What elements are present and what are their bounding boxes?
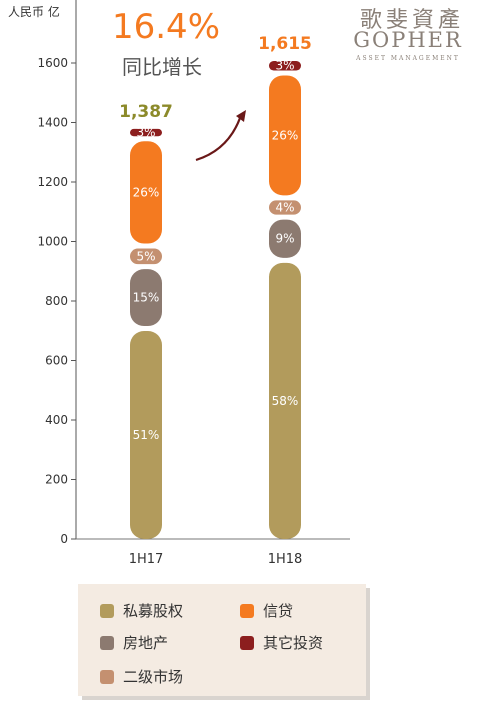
bar-segment xyxy=(130,128,162,137)
logo-subtitle: ASSET MANAGEMENT xyxy=(356,55,460,62)
legend-label: 信贷 xyxy=(263,602,294,620)
segment-percent-label: 26% xyxy=(272,128,299,142)
legend-label: 其它投资 xyxy=(263,634,324,652)
segment-percent-label: 58% xyxy=(272,394,299,408)
segment-percent-label: 3% xyxy=(136,126,155,140)
bars xyxy=(130,61,301,539)
growth-caption: 同比增长 xyxy=(122,55,202,79)
y-tick-label: 0 xyxy=(60,532,68,546)
y-tick-label: 400 xyxy=(45,413,68,427)
legend-item-private-equity: 私募股权 xyxy=(100,600,183,621)
legend-label: 二级市场 xyxy=(123,668,184,686)
logo-english: GOPHER xyxy=(353,28,463,52)
total-label: 1,615 xyxy=(258,34,312,54)
bar-segment xyxy=(269,262,301,539)
legend-item-real-estate: 房地产 xyxy=(100,632,168,653)
segment-percent-label: 9% xyxy=(275,232,294,246)
legend-swatch xyxy=(100,603,114,618)
y-axis-label: 人民币 亿 xyxy=(8,4,60,19)
total-label: 1,387 xyxy=(119,102,173,122)
segment-percent-label: 51% xyxy=(133,428,160,442)
legend-swatch xyxy=(100,635,114,650)
bar-segment xyxy=(130,269,162,327)
legend-label: 房地产 xyxy=(123,634,169,652)
bar-segment xyxy=(269,219,301,258)
segment-percent-label: 4% xyxy=(275,200,294,214)
x-tick-label: 1H17 xyxy=(129,552,164,567)
y-tick-label: 600 xyxy=(45,354,68,368)
y-tick-label: 1600 xyxy=(37,56,68,70)
growth-arrow-head-icon xyxy=(236,110,246,122)
y-tick-label: 200 xyxy=(45,473,68,487)
legend: 私募股权 房地产 二级市场 信贷 其它投资 xyxy=(78,584,366,696)
bar-segment xyxy=(130,248,162,265)
logo-chinese: 歌斐資產 xyxy=(359,8,464,33)
legend-item-credit: 信贷 xyxy=(240,600,293,621)
segment-percent-label: 15% xyxy=(133,291,160,305)
y-tick-label: 1000 xyxy=(37,235,68,249)
segment-percent-label: 26% xyxy=(133,185,160,199)
bar-segment xyxy=(269,61,301,71)
segment-percent-label: 3% xyxy=(275,59,294,73)
legend-item-other-investment: 其它投资 xyxy=(240,632,323,653)
legend-item-secondary-market: 二级市场 xyxy=(100,666,183,687)
legend-label: 私募股权 xyxy=(123,602,184,620)
growth-arrow-icon xyxy=(195,117,242,162)
bar-segment xyxy=(269,200,301,215)
growth-label: 16.4% xyxy=(112,7,220,47)
legend-swatch xyxy=(100,669,114,684)
legend-swatch xyxy=(240,635,254,650)
bar-segment xyxy=(130,141,162,244)
x-tick-label: 1H18 xyxy=(268,552,303,567)
labels: 51% 15% 5% 26% 3% 1,387 1H17 58% 9% 4% 26% 3% 1,615 1… xyxy=(112,7,312,567)
legend-swatch xyxy=(240,603,254,618)
y-tick-label: 800 xyxy=(45,294,68,308)
bar-segment xyxy=(269,75,301,196)
segment-percent-label: 5% xyxy=(136,249,155,263)
bar-segment xyxy=(130,331,162,539)
y-tick-label: 1400 xyxy=(37,116,68,130)
y-tick-label: 1200 xyxy=(37,175,68,189)
y-axis: 0 200 400 600 800 1000 1200 1400 1600 人民币 亿 xyxy=(8,0,350,546)
